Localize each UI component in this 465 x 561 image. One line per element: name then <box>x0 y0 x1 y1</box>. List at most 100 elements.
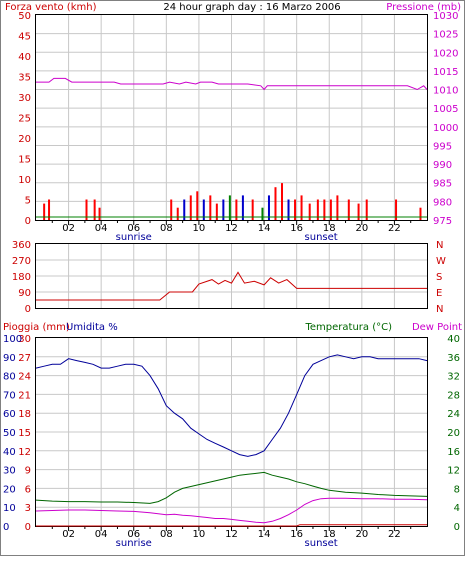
pressure-ytick-label: 1015 <box>433 67 458 78</box>
x-tick-label: 06 <box>127 223 140 234</box>
wind-bar <box>189 195 192 220</box>
pressure-line <box>36 77 428 91</box>
pressure-ytick-label: 1025 <box>433 30 458 41</box>
wind-bar <box>48 199 51 220</box>
humidity-ytick-label: 90 <box>3 353 16 364</box>
humidity-ytick-label: 0 <box>3 522 9 533</box>
temperature-axis-title: Temperatura (°C) <box>304 322 392 333</box>
x-tick-label: 14 <box>258 223 271 234</box>
direction-yaxis-ticks: 0 90 180 270 360 <box>12 240 31 315</box>
temperature-ytick-label: 20 <box>447 428 460 439</box>
wind-bar <box>336 195 339 220</box>
pressure-ytick-label: 980 <box>433 197 452 208</box>
rain-yaxis-ticks: 0 3 6 9 12 15 18 21 24 27 30 <box>18 334 31 533</box>
x-tick-label: 22 <box>388 529 401 540</box>
direction-ytick-label: 0 <box>25 304 31 315</box>
sunrise-label-bottom: sunrise <box>116 538 152 549</box>
x-axis-bottom: 02 04 06 08 10 12 14 16 18 20 22 <box>51 527 412 540</box>
wind-bar <box>222 199 225 220</box>
rain-ytick-label: 9 <box>25 466 31 477</box>
wind-ytick-label: 30 <box>18 93 31 104</box>
panel1-grid <box>36 15 427 220</box>
wind-bar <box>209 195 212 220</box>
x-tick-label: 22 <box>388 223 401 234</box>
rain-ytick-label: 27 <box>18 353 31 364</box>
rain-ytick-label: 3 <box>25 503 31 514</box>
wind-bar <box>93 199 96 220</box>
wind-bar <box>215 203 218 220</box>
temperature-ytick-label: 28 <box>447 390 460 401</box>
pressure-ytick-label: 975 <box>433 216 452 227</box>
x-tick-label: 08 <box>160 529 173 540</box>
humidity-yaxis-ticks: 0 10 20 30 40 50 60 70 80 90 100 <box>3 334 22 533</box>
sunset-label-top: sunset <box>305 232 338 243</box>
humidity-ytick-label: 10 <box>3 503 16 514</box>
temperature-ytick-label: 36 <box>447 353 460 364</box>
rain-ytick-label: 24 <box>18 372 31 383</box>
panel2-grid <box>36 244 427 308</box>
temperature-ytick-label: 8 <box>454 484 460 495</box>
temperature-yaxis-ticks: 0 4 8 12 16 20 24 28 32 36 40 <box>447 334 460 533</box>
x-tick-label: 06 <box>127 529 140 540</box>
temperature-ytick-label: 32 <box>447 372 460 383</box>
rain-ytick-label: 18 <box>18 409 31 420</box>
wind-ytick-label: 0 <box>25 216 31 227</box>
x-axis-top: 02 04 06 08 10 12 14 16 18 20 22 <box>51 221 412 234</box>
humidity-ytick-label: 50 <box>3 428 16 439</box>
direction-ytick-label: 360 <box>12 240 31 251</box>
compass-letter: S <box>436 272 442 283</box>
humidity-ytick-label: 80 <box>3 372 16 383</box>
wind-bar <box>316 199 319 220</box>
x-tick-label: 08 <box>160 223 173 234</box>
wind-ytick-label: 40 <box>18 52 31 63</box>
temperature-ytick-label: 24 <box>447 409 460 420</box>
direction-ytick-label: 180 <box>12 272 31 283</box>
x-tick-label: 10 <box>193 223 206 234</box>
humidity-ytick-label: 60 <box>3 409 16 420</box>
wind-ytick-label: 25 <box>18 114 31 125</box>
wind-ytick-label: 15 <box>18 155 31 166</box>
x-tick-label: 04 <box>95 223 108 234</box>
x-tick-label: 16 <box>290 529 303 540</box>
direction-ytick-label: 270 <box>12 256 31 267</box>
wind-axis-title: Forza vento (kmh) <box>5 2 97 13</box>
dewpoint-line <box>35 497 428 524</box>
x-tick-label: 10 <box>193 529 206 540</box>
x-tick-label: 16 <box>290 223 303 234</box>
pressure-ytick-label: 1030 <box>433 11 458 22</box>
wind-bar <box>85 199 88 220</box>
pressure-ytick-label: 995 <box>433 141 452 152</box>
x-tick-label: 04 <box>95 529 108 540</box>
sunset-label-bottom: sunset <box>305 538 338 549</box>
wind-bar <box>357 203 360 220</box>
x-tick-label: 12 <box>225 223 238 234</box>
wind-yaxis-ticks: 0 5 10 15 20 25 30 35 40 45 50 <box>18 11 31 227</box>
wind-bar <box>294 199 297 220</box>
pressure-ytick-label: 1020 <box>433 48 458 59</box>
wind-ytick-label: 45 <box>18 32 31 43</box>
wind-bar <box>274 187 277 220</box>
compass-letter: N <box>436 304 443 315</box>
pressure-ytick-label: 1010 <box>433 86 458 97</box>
wind-bar <box>228 195 231 220</box>
rain-line <box>36 524 427 527</box>
rain-ytick-label: 21 <box>18 390 31 401</box>
wind-bar <box>365 199 368 220</box>
wind-bars <box>43 183 422 220</box>
wind-ytick-label: 5 <box>25 196 31 207</box>
wind-ytick-label: 10 <box>18 175 31 186</box>
compass-letter: W <box>436 256 446 267</box>
x-tick-label: 20 <box>355 529 368 540</box>
wind-bar <box>308 203 311 220</box>
direction-line <box>36 271 427 301</box>
wind-ytick-label: 50 <box>18 11 31 22</box>
rain-ytick-label: 12 <box>18 447 31 458</box>
temperature-line <box>35 471 428 504</box>
dewpoint-axis-title: Dew Point <box>412 322 462 333</box>
x-tick-label: 02 <box>62 529 75 540</box>
wind-bar <box>261 207 264 220</box>
direction-ytick-label: 90 <box>18 288 31 299</box>
pressure-ytick-label: 985 <box>433 179 452 190</box>
x-tick-label: 18 <box>323 223 336 234</box>
